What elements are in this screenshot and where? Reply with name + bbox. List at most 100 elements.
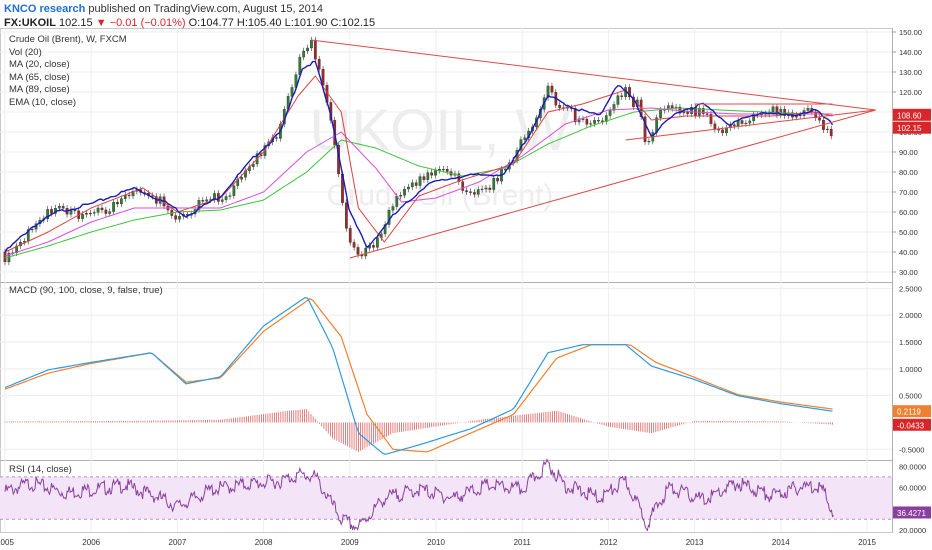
candle-body <box>445 169 449 172</box>
down-arrow-icon: ▼ <box>95 17 107 29</box>
candle-body <box>418 176 422 186</box>
macd-axis-label: -0.5000 <box>899 445 924 454</box>
candle-body <box>92 212 96 214</box>
candle-body <box>608 110 612 116</box>
candle-body <box>682 111 686 114</box>
candle-body <box>81 214 84 219</box>
candle-body <box>85 213 88 215</box>
candle-body <box>771 106 775 113</box>
last-price-label: 102.15 <box>897 124 922 133</box>
histogram-value-label: -0.0433 <box>897 421 925 430</box>
candle-body <box>721 129 724 134</box>
legend-ma65[interactable]: MA (65, close) <box>9 71 70 83</box>
rsi-value-label: 36.4271 <box>897 509 926 518</box>
candle-body <box>403 188 406 196</box>
candle-body <box>713 123 717 130</box>
legend-main-series[interactable]: Crude Oil (Brent), W, FXCM <box>9 34 127 45</box>
candle-body <box>523 137 527 140</box>
candle-body <box>476 189 480 195</box>
last-price: 102.15 <box>59 17 93 29</box>
rsi-axis-label: 80.0000 <box>899 462 926 471</box>
macd-value-label-bg <box>893 405 931 418</box>
candle-body <box>740 120 744 124</box>
candle-body <box>364 248 368 257</box>
candle-body <box>748 120 752 124</box>
candle-body <box>659 110 662 118</box>
candle-body <box>601 120 604 122</box>
candle-body <box>426 172 430 180</box>
watermark-name: Crude Oil (Brent) <box>327 179 554 212</box>
candle-body <box>317 59 321 70</box>
candle-body <box>108 211 112 214</box>
time-axis-label: 2013 <box>686 538 704 547</box>
chart-header: KNCO research published on TradingView.c… <box>4 2 884 30</box>
candle-body <box>116 202 119 205</box>
publisher-line: KNCO research published on TradingView.c… <box>4 2 884 16</box>
price-change: −0.01 (−0.01%) <box>109 17 186 29</box>
legend-ma89[interactable]: MA (89, close) <box>9 84 70 96</box>
candle-body <box>732 124 736 127</box>
candle-body <box>127 194 131 197</box>
candle-body <box>612 104 616 111</box>
candle-body <box>348 228 352 243</box>
candle-body <box>597 120 600 122</box>
candle-body <box>422 176 426 180</box>
candle-body <box>240 177 243 180</box>
legend-volume[interactable]: Vol (20) <box>9 46 42 58</box>
candle-body <box>480 188 484 190</box>
candle-body <box>496 177 499 182</box>
macd-axis-label: 1.5000 <box>899 338 922 347</box>
rsi-pane-label[interactable]: RSI (14, close) <box>9 464 72 475</box>
candle-body <box>829 128 833 137</box>
publisher-link[interactable]: KNCO research <box>4 3 86 15</box>
time-axis-label: 2012 <box>600 538 618 547</box>
symbol-name[interactable]: FX:UKOIL <box>4 17 56 29</box>
candle-body <box>23 241 26 243</box>
time-axis-label: 2011 <box>514 538 532 547</box>
candle-body <box>224 196 228 200</box>
candle-body <box>647 141 651 143</box>
candle-body <box>100 207 104 211</box>
candle-body <box>178 216 181 220</box>
candle-body <box>306 47 309 52</box>
price-axis-label: 50.00 <box>899 228 918 237</box>
legend-ma20[interactable]: MA (20, close) <box>9 59 70 71</box>
candle-body <box>131 191 135 197</box>
ma20-line <box>4 75 833 253</box>
candle-body <box>705 113 709 115</box>
ma65-line <box>4 107 833 257</box>
candle-body <box>376 237 379 248</box>
candle-body <box>686 111 690 115</box>
candle-body <box>643 116 647 142</box>
ohlc-values: O:104.77 H:105.40 L:101.90 C:102.15 <box>188 17 376 29</box>
candle-body <box>313 39 317 60</box>
rsi-value-label-bg <box>893 506 931 519</box>
rsi-line <box>4 458 834 532</box>
macd-axis-label: 0.5000 <box>899 392 922 401</box>
candle-body <box>321 69 325 86</box>
macd-axis-label: 1.0000 <box>899 365 922 374</box>
candle-body <box>30 229 34 231</box>
candle-body <box>628 87 631 98</box>
candle-body <box>434 170 437 176</box>
price-axis-label: 120.00 <box>899 88 922 97</box>
candle-body <box>818 117 821 121</box>
candle-body <box>395 196 399 207</box>
time-axis-label: 2005 <box>0 538 14 547</box>
legend-ema10[interactable]: EMA (10, close) <box>9 96 77 108</box>
candle-body <box>825 128 829 131</box>
candle-body <box>690 107 693 115</box>
time-axis-label: 2006 <box>82 538 100 547</box>
candle-body <box>558 105 562 108</box>
candle-body <box>232 185 236 196</box>
symbol-line: FX:UKOIL 102.15 ▼ −0.01 (−0.01%) O:104.7… <box>4 16 884 30</box>
candle-body <box>620 95 624 97</box>
price-marker-label: 108.60 <box>897 111 922 120</box>
candle-body <box>806 108 810 111</box>
macd-pane-label[interactable]: MACD (90, 100, close, 9, false, true) <box>9 285 163 296</box>
price-axis-label: 80.00 <box>899 168 918 177</box>
candle-body <box>701 108 705 114</box>
price-marker-label-bg <box>893 108 931 121</box>
candle-body <box>744 122 748 125</box>
